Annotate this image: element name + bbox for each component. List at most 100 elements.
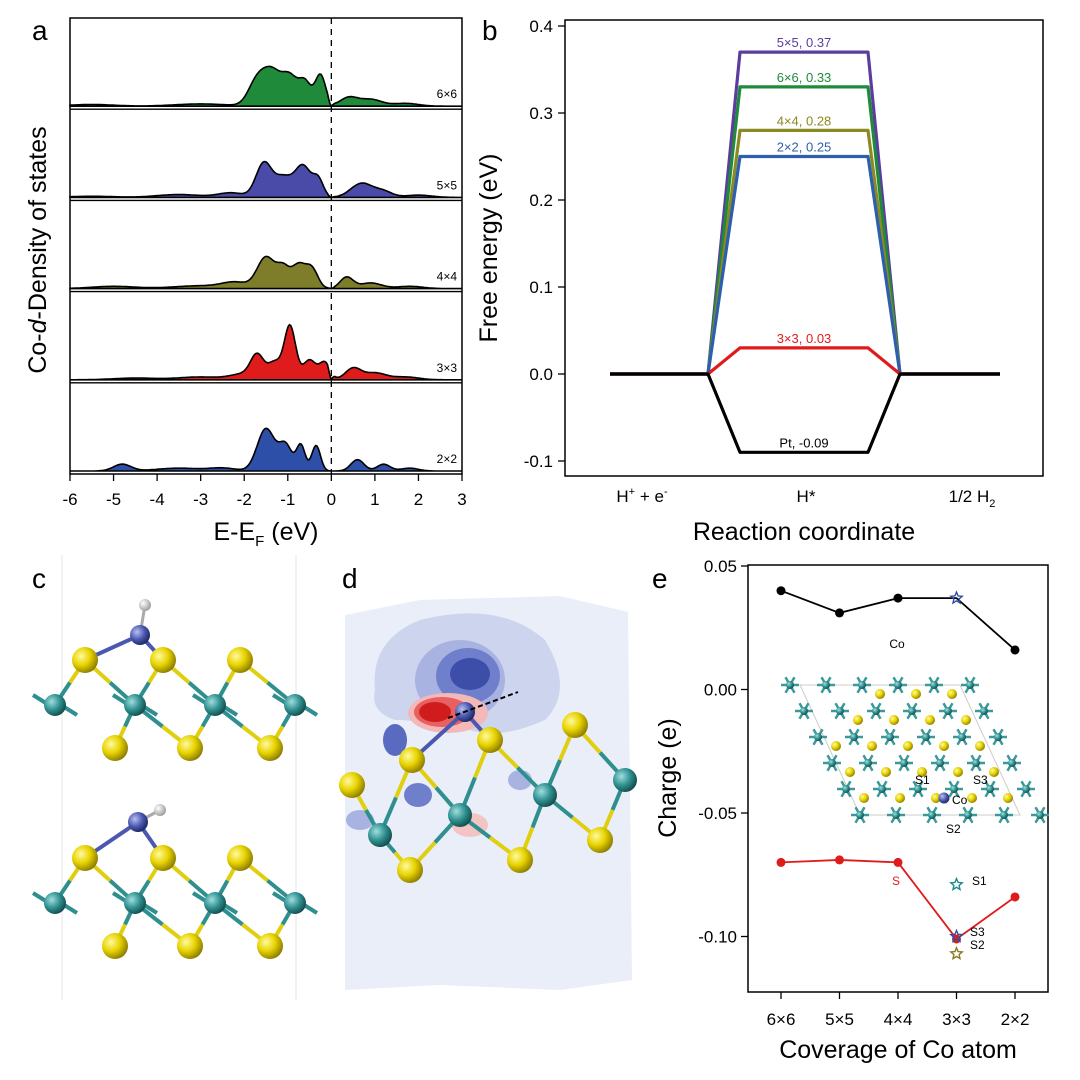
top-view-inset [781, 676, 1049, 824]
charge-point-Co [776, 586, 786, 596]
inset-w-ball [858, 681, 866, 689]
x-tick-label: 6×6 [767, 1010, 796, 1029]
x-tick-label: 2×2 [1001, 1010, 1030, 1029]
panel-b: b 0.4 0.3 0.2 0.1 0.0 -0.1 5×5, 0.37 6×6, 0.33… [475, 15, 1044, 546]
inset-w-atom [917, 728, 935, 746]
s-atom [177, 735, 203, 761]
inset-w-atom [851, 806, 869, 824]
dos-trace-5×5 [69, 160, 462, 199]
panel-a-label: a [32, 15, 48, 46]
inset-w-atom [889, 676, 907, 694]
inset-s-atom [845, 767, 855, 777]
inset-w-atom [795, 702, 813, 720]
energy-line-3×3 [610, 346, 1000, 376]
inset-w-ball [856, 811, 864, 819]
panel-a-x-ticks: -6 -5 -4 -3 -2 -1 0 1 2 3 [62, 474, 467, 509]
x-tick-label: 3 [457, 490, 466, 509]
panel-b-ylabel: Free energy (eV) [475, 154, 503, 343]
inset-w-ball [994, 733, 1002, 741]
inset-w-atom [823, 754, 841, 772]
inset-s-atom [939, 741, 949, 751]
inset-w-ball [966, 681, 974, 689]
series-label-co: Co [889, 637, 905, 651]
s-atom [587, 827, 613, 853]
inset-w-ball [878, 785, 886, 793]
y-tick-label: 0.2 [529, 191, 553, 210]
w-atom [124, 694, 146, 716]
x-tick-label: -2 [237, 490, 252, 509]
inset-w-atom [817, 676, 835, 694]
energy-label-4×4: 4×4, 0.28 [777, 113, 832, 128]
charge-point-S [1010, 892, 1020, 902]
s-atom [339, 772, 365, 798]
s-atom [72, 845, 98, 871]
point-label-s3: S3 [970, 925, 985, 939]
panel-c-label: c [32, 563, 46, 594]
s-atom [227, 845, 253, 871]
inset-w-ball [842, 785, 850, 793]
inset-w-ball [936, 759, 944, 767]
energy-label-2×2: 2×2, 0.25 [777, 140, 832, 155]
inset-w-ball [1022, 785, 1030, 793]
h-atom [154, 804, 166, 816]
inset-w-atom [953, 728, 971, 746]
s-atom [399, 747, 425, 773]
inset-w-atom [781, 676, 799, 694]
trace-label: 6×6 [437, 87, 458, 101]
dos-trace-6×6 [69, 65, 462, 108]
y-tick-label: 0.0 [529, 365, 553, 384]
inset-s-atom [875, 689, 885, 699]
inset-w-ball [1000, 811, 1008, 819]
charge-point-Co [893, 593, 903, 603]
inset-w-atom [909, 780, 927, 798]
inset-w-atom [931, 754, 949, 772]
x-tick-label: -5 [106, 490, 121, 509]
panel-a-frame [69, 17, 463, 475]
inset-w-ball [958, 733, 966, 741]
inset-w-ball [980, 707, 988, 715]
inset-label-s1: S1 [915, 773, 930, 787]
x-tick-label: 2 [414, 490, 423, 509]
inset-w-ball [892, 811, 900, 819]
inset-s-atom [859, 793, 869, 803]
dos-trace-3×3 [70, 323, 462, 382]
inset-w-ball [900, 759, 908, 767]
inset-s-atom [911, 689, 921, 699]
y-tick-label: 0.05 [704, 557, 737, 576]
co-atom [130, 625, 150, 645]
panel-d: d [339, 563, 637, 990]
xcat-h2: 1/2 H2 [949, 487, 996, 510]
inset-w-atom [831, 702, 849, 720]
trace-label: 5×5 [437, 178, 458, 192]
inset-label-s3: S3 [973, 773, 988, 787]
inset-w-atom [895, 754, 913, 772]
inset-label-co: Co [952, 793, 968, 807]
depletion-lobe-lower [404, 783, 432, 807]
charge-point-Co [1010, 645, 1020, 655]
s-atom [177, 933, 203, 959]
panel-e-label: e [652, 563, 668, 594]
inset-w-atom [881, 728, 899, 746]
inset-s-atom [889, 715, 899, 725]
trace-label: 2×2 [437, 452, 458, 466]
w-atom [284, 892, 306, 914]
w-atom [124, 892, 146, 914]
inset-w-ball [930, 681, 938, 689]
s-atom [150, 845, 176, 871]
panel-e-y-ticks: 0.05 0.00 -0.05 -0.10 [698, 557, 748, 947]
inset-w-ball [872, 707, 880, 715]
inset-w-ball [986, 785, 994, 793]
inset-w-ball [972, 759, 980, 767]
inset-w-atom [939, 702, 957, 720]
inset-w-ball [950, 785, 958, 793]
x-tick-label: -6 [62, 490, 77, 509]
charge-point-star [949, 590, 964, 605]
inset-w-ball [814, 733, 822, 741]
dos-trace-4×4 [69, 255, 462, 290]
x-tick-label: 0 [327, 490, 336, 509]
inset-w-atom [925, 676, 943, 694]
energy-line-5×5 [610, 50, 1000, 376]
s-atom [102, 933, 128, 959]
charge-point-S1 [949, 876, 964, 891]
y-tick-label: 0.1 [529, 278, 553, 297]
